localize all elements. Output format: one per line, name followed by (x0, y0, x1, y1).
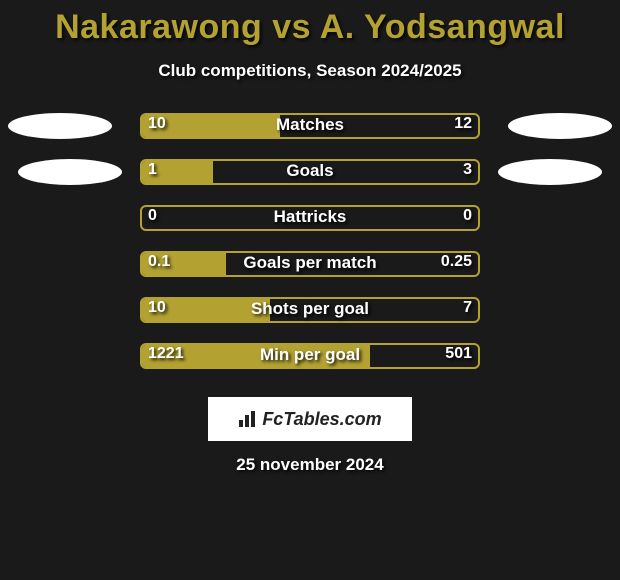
chart-icon (238, 410, 258, 428)
logo-box: FcTables.com (208, 397, 412, 441)
bar-left-fill (142, 345, 370, 367)
stat-row: Shots per goal107 (0, 297, 620, 343)
bar-left-fill (142, 253, 226, 275)
bar-track (140, 113, 480, 139)
comparison-card: Nakarawong vs A. Yodsangwal Club competi… (0, 0, 620, 580)
stat-row: Goals per match0.10.25 (0, 251, 620, 297)
logo-text: FcTables.com (262, 409, 381, 430)
bar-left-fill (142, 161, 213, 183)
stat-row: Hattricks00 (0, 205, 620, 251)
bar-track (140, 251, 480, 277)
stat-row: Matches1012 (0, 113, 620, 159)
bar-track (140, 205, 480, 231)
subtitle: Club competitions, Season 2024/2025 (0, 61, 620, 81)
bar-track (140, 297, 480, 323)
page-title: Nakarawong vs A. Yodsangwal (0, 0, 620, 47)
bar-track (140, 343, 480, 369)
stat-row: Min per goal1221501 (0, 343, 620, 389)
date: 25 november 2024 (0, 455, 620, 475)
chart-area: Matches1012Goals13Hattricks00Goals per m… (0, 113, 620, 389)
logo: FcTables.com (238, 409, 381, 430)
rows-host: Matches1012Goals13Hattricks00Goals per m… (0, 113, 620, 389)
bar-track (140, 159, 480, 185)
bar-left-fill (142, 299, 270, 321)
bar-left-fill (142, 115, 280, 137)
stat-row: Goals13 (0, 159, 620, 205)
